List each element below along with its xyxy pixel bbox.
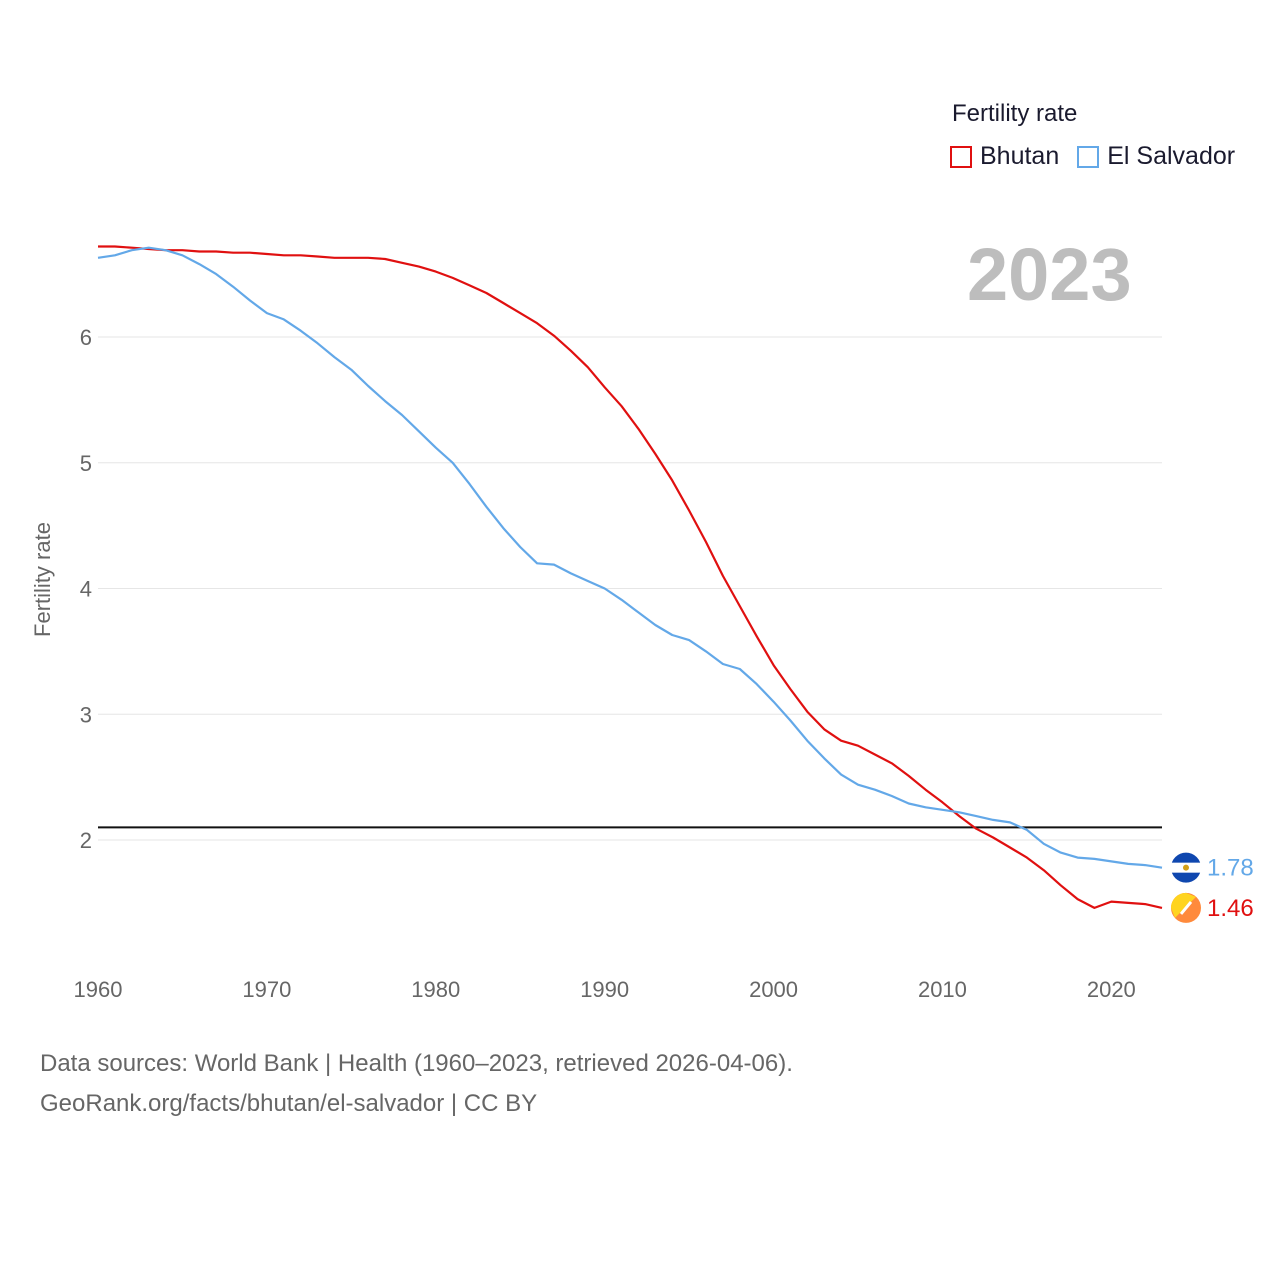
y-tick-label: 3 xyxy=(80,702,92,727)
legend-item-bhutan[interactable]: Bhutan xyxy=(950,142,1059,171)
x-tick-label: 2000 xyxy=(749,977,798,1002)
series-line-bhutan[interactable] xyxy=(98,245,1163,910)
y-tick-label: 5 xyxy=(80,451,92,476)
x-tick-label: 1960 xyxy=(74,977,123,1002)
y-axis-title: Fertility rate xyxy=(30,522,55,637)
legend-item-el-salvador[interactable]: El Salvador xyxy=(1077,142,1235,171)
bhutan-flag-dragon xyxy=(1179,900,1193,915)
source-line-2[interactable]: GeoRank.org/facts/bhutan/el-salvador | C… xyxy=(40,1090,538,1117)
legend-title: Fertility rate xyxy=(952,100,1078,127)
year-display: 2023 xyxy=(967,233,1132,316)
legend-swatch-el-salvador xyxy=(1077,145,1100,168)
series-line-el-salvador[interactable] xyxy=(97,246,1163,869)
legend: Bhutan El Salvador xyxy=(950,142,1253,171)
x-tick-label: 2010 xyxy=(918,977,967,1002)
bhutan-flag-yellow xyxy=(1171,892,1196,918)
x-tick-label: 1980 xyxy=(411,977,460,1002)
source-note: Data sources: World Bank | Health (1960–… xyxy=(40,1044,793,1124)
end-value-label-bhutan: 1.46 xyxy=(1207,895,1254,922)
legend-label-el-salvador: El Salvador xyxy=(1107,142,1236,170)
legend-label-bhutan: Bhutan xyxy=(980,142,1060,170)
x-tick-label: 1990 xyxy=(580,977,629,1002)
y-tick-label: 4 xyxy=(80,577,92,602)
source-line-1: Data sources: World Bank | Health (1960–… xyxy=(40,1050,793,1077)
x-tick-label: 2020 xyxy=(1087,977,1136,1002)
y-tick-label: 2 xyxy=(80,828,92,853)
legend-swatch-bhutan xyxy=(950,145,972,168)
y-tick-label: 6 xyxy=(80,325,92,350)
end-value-label-el-salvador: 1.78 xyxy=(1207,855,1254,882)
x-tick-label: 1970 xyxy=(242,977,291,1002)
el-salvador-flag-emblem xyxy=(1183,864,1189,871)
